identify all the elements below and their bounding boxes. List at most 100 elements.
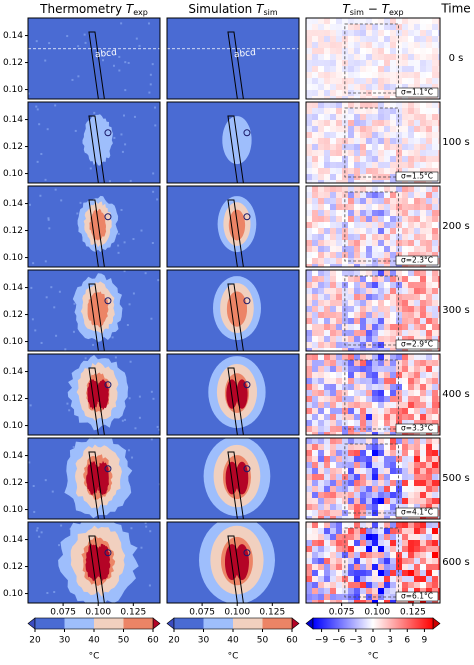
diff-cell (336, 354, 342, 360)
diff-cell (354, 348, 360, 351)
diff-cell (432, 60, 438, 66)
diff-cell (384, 240, 390, 246)
diff-cell (354, 48, 360, 54)
diff-cell (414, 24, 420, 30)
diff-cell (306, 450, 312, 456)
diff-cell (324, 384, 330, 390)
diff-cell (324, 144, 330, 150)
diff-cell (330, 516, 336, 519)
diff-cell (348, 150, 354, 156)
diff-cell (372, 462, 378, 468)
diff-cell (366, 78, 372, 84)
diff-cell (348, 576, 354, 582)
diff-cell (354, 18, 360, 24)
diff-cell (432, 156, 438, 162)
diff-cell (414, 192, 420, 198)
diff-cell (354, 396, 360, 402)
diff-cell (366, 312, 372, 318)
y-tick-label: 0.10 (3, 505, 23, 515)
diff-cell (378, 588, 384, 594)
diff-cell (348, 330, 354, 336)
diff-cell (366, 102, 372, 108)
diff-cell (384, 510, 390, 516)
diff-cell (378, 54, 384, 60)
speckle (118, 69, 121, 72)
diff-cell (438, 564, 440, 570)
diff-cell (366, 54, 372, 60)
diff-cell (396, 306, 402, 312)
diff-cell (366, 390, 372, 396)
diff-cell (306, 30, 312, 36)
diff-cell (390, 54, 396, 60)
diff-cell (396, 486, 402, 492)
diff-cell (378, 180, 384, 183)
diff-cell (336, 54, 342, 60)
y-tick-label: 0.14 (3, 115, 23, 125)
panel (306, 18, 440, 99)
diff-cell (378, 300, 384, 306)
diff-cell (432, 162, 438, 168)
diff-cell (354, 528, 360, 534)
speckle (117, 244, 120, 247)
diff-cell (324, 270, 330, 276)
diff-cell (432, 180, 438, 183)
diff-cell (390, 480, 396, 486)
diff-cell (366, 384, 372, 390)
diff-cell (414, 516, 420, 519)
diff-cell (390, 444, 396, 450)
diff-cell (414, 240, 420, 246)
diff-cell (396, 414, 402, 420)
diff-cell (426, 516, 432, 519)
speckle (44, 59, 47, 62)
diff-cell (432, 36, 438, 42)
diff-cell (408, 552, 414, 558)
diff-cell (420, 144, 426, 150)
diff-cell (324, 540, 330, 546)
diff-cell (348, 72, 354, 78)
diff-cell (402, 516, 408, 519)
diff-cell (336, 222, 342, 228)
diff-cell (420, 336, 426, 342)
diff-cell (366, 216, 372, 222)
diff-cell (348, 246, 354, 252)
panel-frame (27, 269, 161, 352)
diff-cell (402, 150, 408, 156)
diff-cell (384, 390, 390, 396)
diff-cell (414, 234, 420, 240)
diff-cell (372, 30, 378, 36)
diff-cell (306, 222, 312, 228)
diff-cell (402, 114, 408, 120)
diff-cell (390, 564, 396, 570)
speckle (127, 449, 130, 452)
diff-cell (360, 462, 366, 468)
diff-cell (312, 54, 318, 60)
diff-cell (420, 246, 426, 252)
probe (88, 283, 105, 351)
diff-cell (420, 552, 426, 558)
diff-cell (390, 528, 396, 534)
diff-cell (378, 366, 384, 372)
diff-cell (390, 228, 396, 234)
diff-cell (408, 504, 414, 510)
diff-cell (306, 486, 312, 492)
diff-cell (384, 468, 390, 474)
diff-cell (372, 168, 378, 174)
diff-cell (390, 522, 396, 528)
speckle (33, 510, 36, 513)
diff-cell (354, 450, 360, 456)
diff-cell (420, 30, 426, 36)
diff-cell (384, 528, 390, 534)
diff-cell (360, 396, 366, 402)
diff-cell (384, 576, 390, 582)
diff-cell (402, 216, 408, 222)
diff-cell (414, 480, 420, 486)
diff-cell (330, 474, 336, 480)
speckle (73, 302, 76, 305)
diff-cell (366, 360, 372, 366)
diff-cell (330, 36, 336, 42)
diff-cell (396, 270, 402, 276)
diff-cell (318, 558, 324, 564)
diff-cell (408, 588, 414, 594)
diff-cell (372, 354, 378, 360)
diff-cell (360, 348, 366, 351)
